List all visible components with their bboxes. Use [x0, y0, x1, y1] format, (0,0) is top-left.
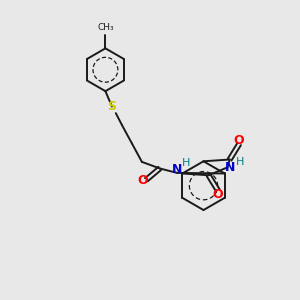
Text: O: O [234, 134, 244, 147]
Text: H: H [236, 157, 244, 167]
Text: N: N [172, 164, 182, 176]
Text: CH₃: CH₃ [97, 23, 114, 32]
Text: H: H [182, 158, 190, 168]
Text: O: O [213, 188, 224, 201]
Text: N: N [225, 161, 236, 174]
Text: O: O [137, 174, 148, 187]
Text: S: S [107, 100, 116, 113]
